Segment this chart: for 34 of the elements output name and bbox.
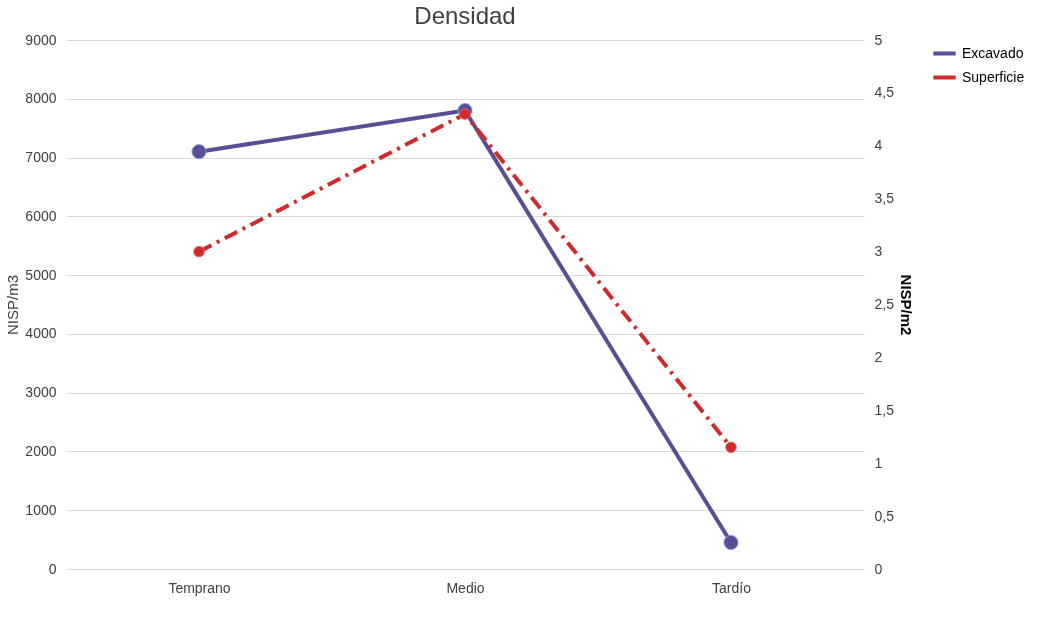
y2-tick-label: 4,5 <box>874 84 895 101</box>
x-tick-label: Medio <box>446 579 485 596</box>
y-tick-label: 0 <box>48 560 57 577</box>
y-axis-title: NISP/m3 <box>4 274 22 336</box>
point <box>725 441 737 454</box>
y2-tick-label: 1,5 <box>874 401 895 418</box>
point <box>459 108 471 120</box>
y2-tick-label: 2,5 <box>874 296 895 312</box>
y-tick-label: 3000 <box>25 384 57 401</box>
y-tick-label: 5000 <box>25 266 57 283</box>
legend-label: Superficie <box>962 68 1025 85</box>
point <box>191 144 207 160</box>
y-tick-label: 7000 <box>25 149 57 166</box>
point <box>193 245 205 258</box>
y2-tick-label: 3 <box>874 243 883 260</box>
x-tick-label: Tardío <box>712 579 752 596</box>
y-tick-label: 1000 <box>25 501 57 518</box>
y-tick-label: 8000 <box>25 90 57 107</box>
y2-tick-label: 0,5 <box>874 507 895 524</box>
x-tick-label: Temprano <box>168 579 231 596</box>
y2-tick-label: 2 <box>874 348 883 365</box>
y2-axis-title: NISP/m2 <box>897 274 915 336</box>
point <box>723 534 739 551</box>
y2-tick-label: 4 <box>874 137 883 154</box>
y-tick-label: 6000 <box>25 207 57 224</box>
legend-label: Excavado <box>962 44 1024 61</box>
y-tick-label: 4000 <box>25 325 57 342</box>
y2-tick-label: 1 <box>874 454 883 471</box>
y2-tick-label: 0 <box>874 560 883 577</box>
chart-title: Densidad <box>414 2 516 29</box>
y2-tick-label: 3,5 <box>874 190 895 207</box>
y2-tick-label: 5 <box>874 31 883 48</box>
y-tick-label: 9000 <box>25 31 57 48</box>
y-tick-label: 2000 <box>25 442 57 459</box>
